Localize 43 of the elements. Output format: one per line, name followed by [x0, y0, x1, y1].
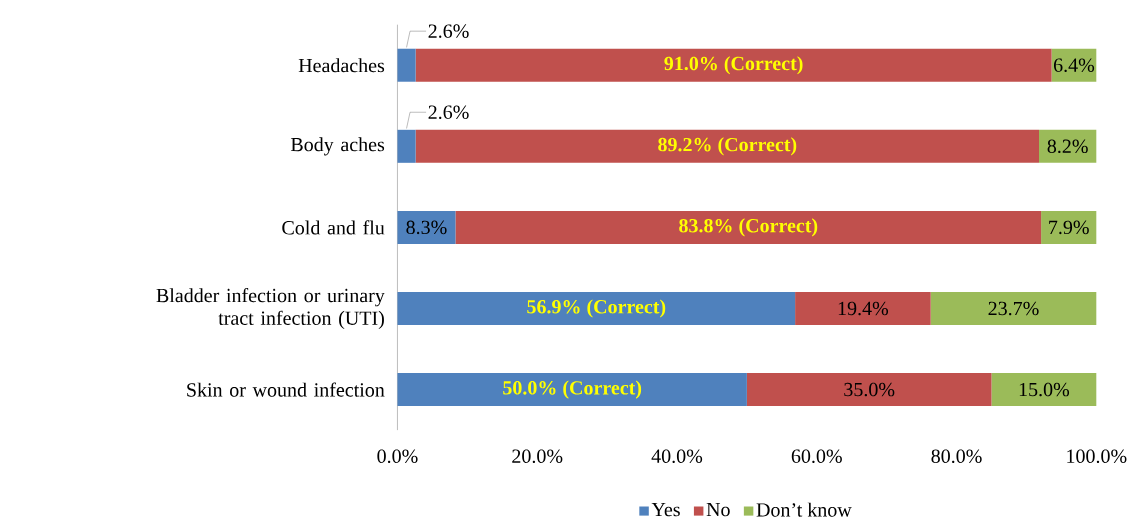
x-tick-label: 0.0% — [377, 449, 418, 463]
bar — [397, 373, 747, 407]
x-tick-label: 80.0% — [931, 449, 982, 463]
data-label: 2.6% — [428, 105, 469, 119]
legend-label: Don’t know — [756, 502, 852, 517]
y-tick-label: Cold and flu — [282, 220, 385, 235]
x-tick-label: 20.0% — [512, 449, 563, 463]
data-label: 8.2% — [1047, 139, 1088, 154]
bar — [1039, 129, 1097, 163]
data-label: 23.7% — [988, 301, 1039, 316]
data-label: 35.0% — [844, 382, 895, 397]
legend-label: Yes — [651, 502, 680, 517]
data-label: 56.9% (Correct) — [527, 299, 666, 318]
bar — [746, 373, 992, 407]
bar — [415, 129, 1040, 163]
y-tick-label: Bladder infection or urinary tract infection (UTI) — [156, 287, 385, 329]
y-tick-label: Skin or wound infection — [187, 382, 385, 397]
x-tick-label: 100.0% — [1067, 449, 1127, 463]
legend-label: No — [706, 502, 730, 517]
bar — [1041, 210, 1097, 244]
bar — [455, 210, 1042, 244]
bar — [930, 291, 1097, 325]
data-label: 6.4% — [1053, 58, 1095, 72]
bar — [795, 291, 931, 325]
bar — [991, 373, 1097, 407]
y-tick-label: Body aches — [290, 137, 385, 156]
data-label: 8.3% — [406, 220, 447, 235]
data-label: 19.4% — [838, 301, 889, 316]
bar — [397, 129, 416, 163]
data-label: 91.0% (Correct) — [664, 56, 803, 75]
data-label: 15.0% — [1019, 382, 1070, 397]
data-label: 50.0% (Correct) — [503, 380, 642, 399]
y-tick-label: Headaches — [298, 58, 385, 73]
data-label: 2.6% — [428, 24, 469, 38]
data-label: 7.9% — [1049, 220, 1089, 235]
bar — [397, 210, 456, 244]
data-label: 89.2% (Correct) — [658, 137, 797, 156]
x-tick-label: 40.0% — [651, 449, 703, 463]
data-label: 83.8% (Correct) — [679, 218, 818, 237]
bar — [397, 291, 796, 325]
bar — [415, 48, 1052, 82]
bar — [397, 48, 416, 82]
x-tick-label: 60.0% — [791, 449, 842, 463]
